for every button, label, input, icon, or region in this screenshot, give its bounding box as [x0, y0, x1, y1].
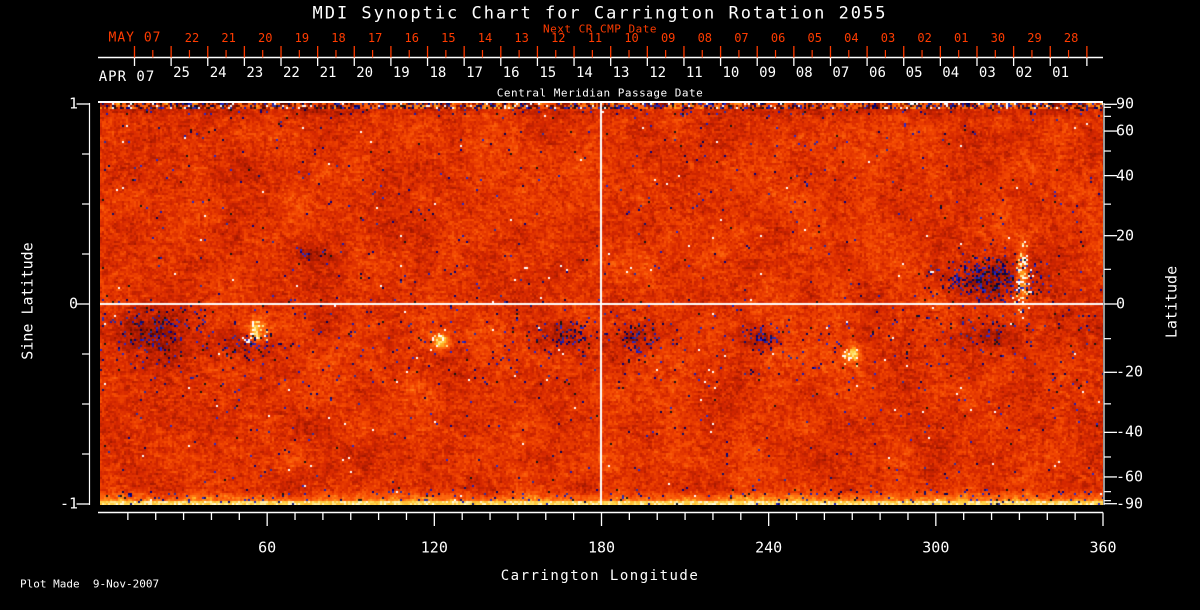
next-cr-day-label: 28 — [1063, 31, 1079, 45]
cmp-day-label: 10 — [722, 64, 740, 81]
cmp-day-label: 23 — [246, 64, 264, 81]
longitude-tick-label: 180 — [587, 538, 616, 557]
cmp-day-label: 01 — [1052, 64, 1070, 81]
next-cr-day-label: 10 — [624, 31, 639, 45]
cmp-day-label: 02 — [1015, 64, 1033, 81]
next-cr-day-label: 18 — [331, 31, 346, 45]
chart-title: MDI Synoptic Chart for Carrington Rotati… — [312, 3, 888, 24]
cmp-day-label: 16 — [502, 64, 520, 81]
cmp-day-label: 13 — [612, 64, 630, 81]
latitude-tick-label: -40 — [1116, 422, 1144, 441]
cmp-day-label: 04 — [942, 64, 960, 81]
latitude-tick-label: -90 — [1116, 494, 1144, 513]
next-cr-day-label: 06 — [770, 31, 786, 45]
cmp-day-label: 14 — [575, 64, 593, 81]
next-cr-day-label: 19 — [294, 31, 310, 45]
next-cr-day-label: 14 — [477, 31, 493, 45]
next-cr-month-label: MAY 07 — [108, 30, 162, 46]
cmp-day-label: 11 — [685, 64, 703, 81]
sine-latitude-tick-label: 0 — [68, 294, 78, 313]
cmp-day-label: 18 — [429, 64, 447, 81]
latitude-tick-label: 60 — [1116, 121, 1135, 140]
next-cr-day-label: 17 — [367, 31, 383, 45]
latitude-tick-label: -20 — [1116, 362, 1144, 381]
longitude-tick-label: 300 — [922, 538, 950, 557]
cmp-day-label: 06 — [869, 64, 886, 81]
cmp-day-label: 08 — [795, 64, 813, 81]
next-cr-cmp-date-label: Next CR CMP Date — [543, 22, 657, 36]
bottom-axis-title: Carrington Longitude — [500, 568, 700, 584]
left-axis-title: Sine Latitude — [18, 242, 37, 360]
cmp-day-label: 20 — [356, 64, 374, 81]
right-axis-title: Latitude — [1162, 265, 1181, 339]
next-cr-day-label: 22 — [184, 31, 200, 45]
latitude-tick-label: 90 — [1116, 94, 1135, 113]
longitude-tick-label: 120 — [420, 538, 448, 557]
cmp-day-label: 07 — [832, 64, 850, 81]
latitude-tick-label: 40 — [1116, 166, 1135, 185]
magnetogram-image — [100, 103, 1103, 505]
next-cr-day-label: 07 — [734, 31, 749, 45]
next-cr-day-label: 02 — [917, 31, 932, 45]
next-cr-day-label: 30 — [990, 31, 1006, 45]
next-cr-day-label: 13 — [514, 31, 529, 45]
cmp-day-label: 12 — [649, 64, 667, 81]
cmp-day-label: 15 — [539, 64, 557, 81]
next-cr-day-label: 12 — [551, 31, 566, 45]
cmp-day-label: 24 — [209, 64, 227, 81]
cmp-day-label: 03 — [978, 64, 996, 81]
cmp-day-label: 17 — [466, 64, 483, 81]
cmp-month-label: APR 07 — [98, 69, 156, 85]
next-cr-day-label: 29 — [1027, 31, 1042, 45]
cmp-day-label: 21 — [319, 64, 337, 81]
next-cr-day-label: 11 — [587, 31, 603, 45]
longitude-tick-label: 240 — [755, 538, 783, 557]
next-cr-day-label: 08 — [697, 31, 713, 45]
cmp-day-label: 05 — [905, 64, 923, 81]
next-cr-day-label: 16 — [404, 31, 419, 45]
next-cr-day-label: 21 — [221, 31, 236, 45]
cmp-axis-title: Central Meridian Passage Date — [496, 86, 704, 100]
cmp-day-label: 25 — [173, 64, 190, 81]
sine-latitude-tick-label: 1 — [68, 94, 78, 113]
longitude-tick-label: 360 — [1089, 538, 1117, 557]
next-cr-day-label: 03 — [880, 31, 896, 45]
next-cr-day-label: 01 — [953, 31, 969, 45]
next-cr-day-label: 05 — [807, 31, 822, 45]
cmp-day-label: 19 — [392, 64, 410, 81]
sine-latitude-tick-label: -1 — [59, 494, 78, 513]
latitude-tick-label: 20 — [1116, 226, 1135, 245]
cmp-day-label: 09 — [759, 64, 777, 81]
next-cr-day-label: 04 — [844, 31, 859, 45]
plot-made-date: Plot Made 9-Nov-2007 — [20, 577, 160, 591]
cmp-day-label: 22 — [282, 64, 300, 81]
next-cr-day-label: 20 — [258, 31, 273, 45]
latitude-tick-label: 0 — [1116, 294, 1126, 313]
next-cr-day-label: 09 — [660, 31, 676, 45]
next-cr-day-label: 15 — [441, 31, 456, 45]
longitude-tick-label: 60 — [258, 538, 277, 557]
latitude-tick-label: -60 — [1116, 467, 1144, 486]
